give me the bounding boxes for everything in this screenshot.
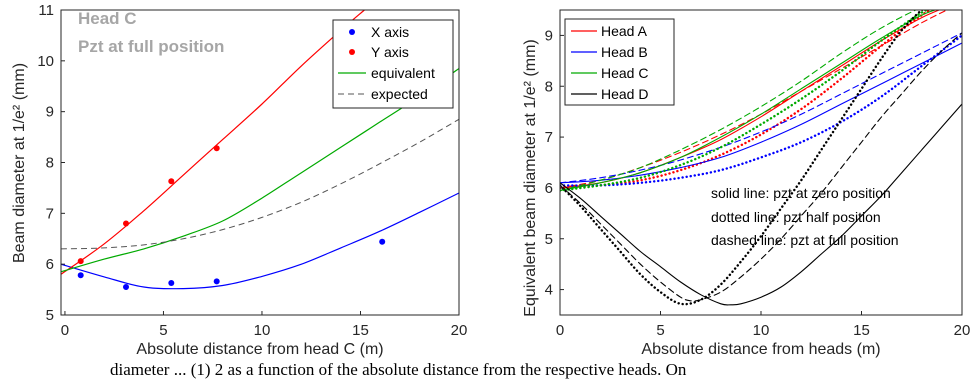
point-x-axis <box>77 272 84 279</box>
series-line-head-d-dashed <box>560 32 962 302</box>
right-x-ticks: 0 5 10 15 20 <box>556 311 971 339</box>
point-x-axis <box>123 284 129 290</box>
series-line-head-c-dotted <box>560 10 930 192</box>
right-x-tick-label: 20 <box>954 322 971 339</box>
point-x-axis <box>213 278 220 285</box>
fit-line-equivalent <box>61 68 459 273</box>
right-y-tick-label: 8 <box>545 78 553 95</box>
series-line-head-d-dotted <box>560 10 924 306</box>
legend-label-head-d: Head D <box>601 86 648 102</box>
fit-line-y-axis <box>61 10 365 275</box>
series-line-head-b-dotted <box>560 34 962 187</box>
annotation-solid-line: solid line: pzt at zero position <box>711 185 891 201</box>
left-y-tick-label: 10 <box>37 53 54 70</box>
left-scatter-points <box>77 145 386 290</box>
left-y-tick-label: 9 <box>46 104 54 121</box>
legend-label-head-c: Head C <box>601 65 648 81</box>
point-y-axis <box>213 145 220 152</box>
left-x-tick-label: 5 <box>159 322 167 339</box>
left-y-tick-label: 8 <box>46 155 54 172</box>
legend-marker-y-axis <box>349 49 355 55</box>
point-y-axis <box>123 220 129 227</box>
left-y-tick-label: 6 <box>46 256 54 273</box>
legend-label-head-a: Head A <box>601 23 648 39</box>
right-legend-box <box>564 18 675 106</box>
right-legend: Head A Head B Head C Head D <box>564 18 675 106</box>
left-x-ticks: 0 5 10 15 20 <box>61 311 468 339</box>
left-legend: X axis Y axis equivalent expected <box>332 19 454 109</box>
right-y-tick-label: 5 <box>545 231 553 248</box>
legend-label-equivalent: equivalent <box>371 65 435 81</box>
right-x-axis-label: Absolute distance from heads (m) <box>641 341 880 358</box>
legend-label-expected: expected <box>371 86 428 102</box>
right-y-tick-label: 4 <box>545 282 553 299</box>
right-x-tick-label: 15 <box>853 322 870 339</box>
legend-label-head-b: Head B <box>601 44 648 60</box>
series-line-head-d-solid <box>560 103 962 306</box>
left-title: Head C <box>78 9 137 28</box>
series-line-head-b-solid <box>560 42 962 184</box>
series-line-head-c-dashed <box>560 10 918 192</box>
left-x-tick-label: 20 <box>451 322 468 339</box>
left-y-tick-label: 7 <box>46 205 54 222</box>
left-y-axis-label: Beam diameter at 1/e² (mm) <box>11 63 28 263</box>
right-chart: 0 5 10 15 20 4 5 6 7 8 9 Absolute distance from h… <box>522 9 971 358</box>
right-x-tick-label: 5 <box>656 322 664 339</box>
right-x-tick-label: 10 <box>753 322 770 339</box>
right-y-tick-label: 6 <box>545 180 553 197</box>
left-y-tick-label: 5 <box>46 307 54 324</box>
point-y-axis <box>77 258 84 265</box>
point-x-axis <box>168 280 175 286</box>
right-y-tick-label: 7 <box>545 129 553 146</box>
right-x-tick-label: 0 <box>556 322 564 339</box>
left-x-tick-label: 0 <box>61 322 69 339</box>
annotation-dashed-line: dashed line: pzt at full position <box>711 232 899 248</box>
left-subtitle: Pzt at full position <box>78 37 224 56</box>
series-line-head-b-dashed <box>560 32 962 184</box>
caption-fragment: diameter ... (1) 2 as a function of the … <box>110 360 687 379</box>
legend-marker-x-axis <box>349 29 355 35</box>
annotation-dotted-line: dotted line: pzt half position <box>711 209 881 225</box>
left-y-ticks: 5 6 7 8 9 10 11 <box>37 2 65 324</box>
point-x-axis <box>379 238 386 245</box>
series-line-head-a-dotted <box>560 10 934 190</box>
right-y-axis-label: Equivalent beam diameter at 1/e² (mm) <box>522 39 539 316</box>
right-series-lines <box>560 10 962 306</box>
legend-label-x-axis: X axis <box>371 24 409 40</box>
left-fit-lines <box>61 10 459 290</box>
left-x-tick-label: 10 <box>254 322 271 339</box>
right-y-ticks: 4 5 6 7 8 9 <box>545 27 564 299</box>
legend-label-y-axis: Y axis <box>371 44 409 60</box>
point-y-axis <box>168 178 175 185</box>
fit-line-expected <box>61 118 459 250</box>
left-x-tick-label: 15 <box>352 322 369 339</box>
left-x-axis-label: Absolute distance from head C (m) <box>136 341 383 358</box>
left-y-tick-label: 11 <box>38 2 54 19</box>
fit-line-x-axis <box>61 192 459 290</box>
right-y-tick-label: 9 <box>545 27 553 44</box>
